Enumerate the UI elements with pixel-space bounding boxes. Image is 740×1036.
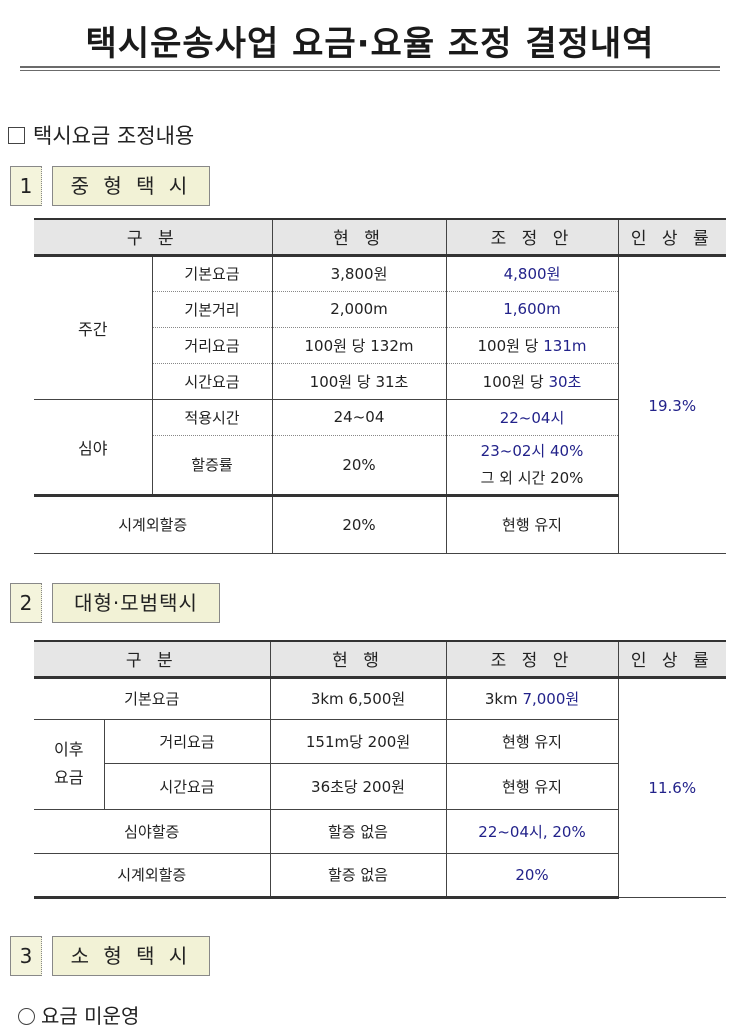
proposed-prefix: 100원 당 (482, 372, 549, 391)
block-number: 2 (10, 583, 42, 623)
proposed-cell: 23~02시 40% 그 외 시간 20% (445, 435, 618, 497)
small-taxi-note-text: 요금 미운영 (41, 1004, 140, 1028)
item-cell: 시간요금 (103, 763, 270, 810)
item-cell: 거리요금 (103, 719, 270, 764)
large-taxi-table: 구 분 현 행 조 정 안 인 상 률 기본요금 3km 6,500원 3km … (34, 640, 726, 899)
proposed-cell: 20% (445, 853, 618, 899)
page-title: 택시운송사업 요금·요율 조정 결정내역 (85, 24, 655, 64)
section-heading-text: 택시요금 조정내용 (33, 124, 195, 148)
proposed-prefix: 100원 당 (477, 336, 544, 355)
title-rule (20, 70, 720, 71)
item-cell: 거리요금 (151, 327, 272, 364)
item-cell: 할증률 (151, 435, 272, 497)
rate-cell: 11.6% (617, 677, 726, 898)
current-cell: 할증 없음 (269, 809, 446, 854)
night-label: 심야 (34, 399, 152, 497)
item-cell: 심야할증 (34, 809, 270, 854)
block-label: 소 형 택 시 (52, 936, 210, 976)
after-label: 이후 요금 (34, 719, 104, 810)
day-label: 주간 (34, 255, 152, 400)
block-number: 3 (10, 936, 42, 976)
proposed-prefix: 3km (484, 690, 523, 708)
item-cell: 시계외할증 (34, 853, 270, 899)
block-label: 중 형 택 시 (52, 166, 210, 206)
item-cell: 기본요금 (151, 255, 272, 292)
small-taxi-note: 요금 미운영 (18, 1000, 139, 1029)
header-category: 구 분 (34, 218, 272, 257)
mid-taxi-table: 구 분 현 행 조 정 안 인 상 률 주간 기본요금 3,800원 4,800… (34, 218, 726, 554)
proposed-cell: 100원 당 131m (445, 327, 618, 364)
block-label: 대형·모범택시 (52, 583, 220, 623)
proposed-cell: 현행 유지 (445, 495, 618, 554)
current-cell: 151m당 200원 (269, 719, 446, 764)
header-category: 구 분 (34, 640, 270, 679)
section-heading: 택시요금 조정내용 (8, 120, 194, 150)
current-cell: 24~04 (271, 399, 446, 436)
proposed-cell: 22~04시 (445, 399, 618, 436)
title-rule (20, 66, 720, 68)
proposed-cell: 4,800원 (445, 255, 618, 292)
header-proposed: 조 정 안 (445, 640, 618, 679)
proposed-cell: 22~04시, 20% (445, 809, 618, 854)
current-cell: 100원 당 132m (271, 327, 446, 364)
block-number: 1 (10, 166, 42, 206)
item-cell: 기본요금 (34, 677, 270, 720)
proposed-extra: 그 외 시간 20% (480, 468, 584, 487)
current-cell: 3,800원 (271, 255, 446, 292)
proposed-value: 7,000원 (522, 690, 580, 708)
current-cell: 할증 없음 (269, 853, 446, 899)
item-cell: 시간요금 (151, 363, 272, 400)
current-cell: 3km 6,500원 (269, 677, 446, 720)
header-proposed: 조 정 안 (445, 218, 618, 257)
header-current: 현 행 (271, 218, 446, 257)
rate-cell: 19.3% (617, 255, 726, 554)
item-cell: 기본거리 (151, 291, 272, 328)
current-cell: 36초당 200원 (269, 763, 446, 810)
proposed-value: 30초 (548, 372, 582, 391)
proposed-value: 23~02시 40% (480, 441, 584, 460)
current-cell: 100원 당 31초 (271, 363, 446, 400)
current-cell: 20% (271, 435, 446, 497)
circle-bullet-icon (18, 1008, 35, 1025)
current-cell: 2,000m (271, 291, 446, 328)
proposed-value: 131m (543, 336, 587, 355)
item-cell: 적용시간 (151, 399, 272, 436)
proposed-cell: 3km 7,000원 (445, 677, 618, 720)
proposed-cell: 100원 당 30초 (445, 363, 618, 400)
proposed-cell: 현행 유지 (445, 719, 618, 764)
header-rate: 인 상 률 (617, 640, 726, 679)
item-cell: 시계외할증 (34, 495, 272, 554)
header-current: 현 행 (269, 640, 446, 679)
proposed-cell: 현행 유지 (445, 763, 618, 810)
checkbox-icon (8, 126, 25, 144)
proposed-cell: 1,600m (445, 291, 618, 328)
current-cell: 20% (271, 495, 446, 554)
header-rate: 인 상 률 (617, 218, 726, 257)
